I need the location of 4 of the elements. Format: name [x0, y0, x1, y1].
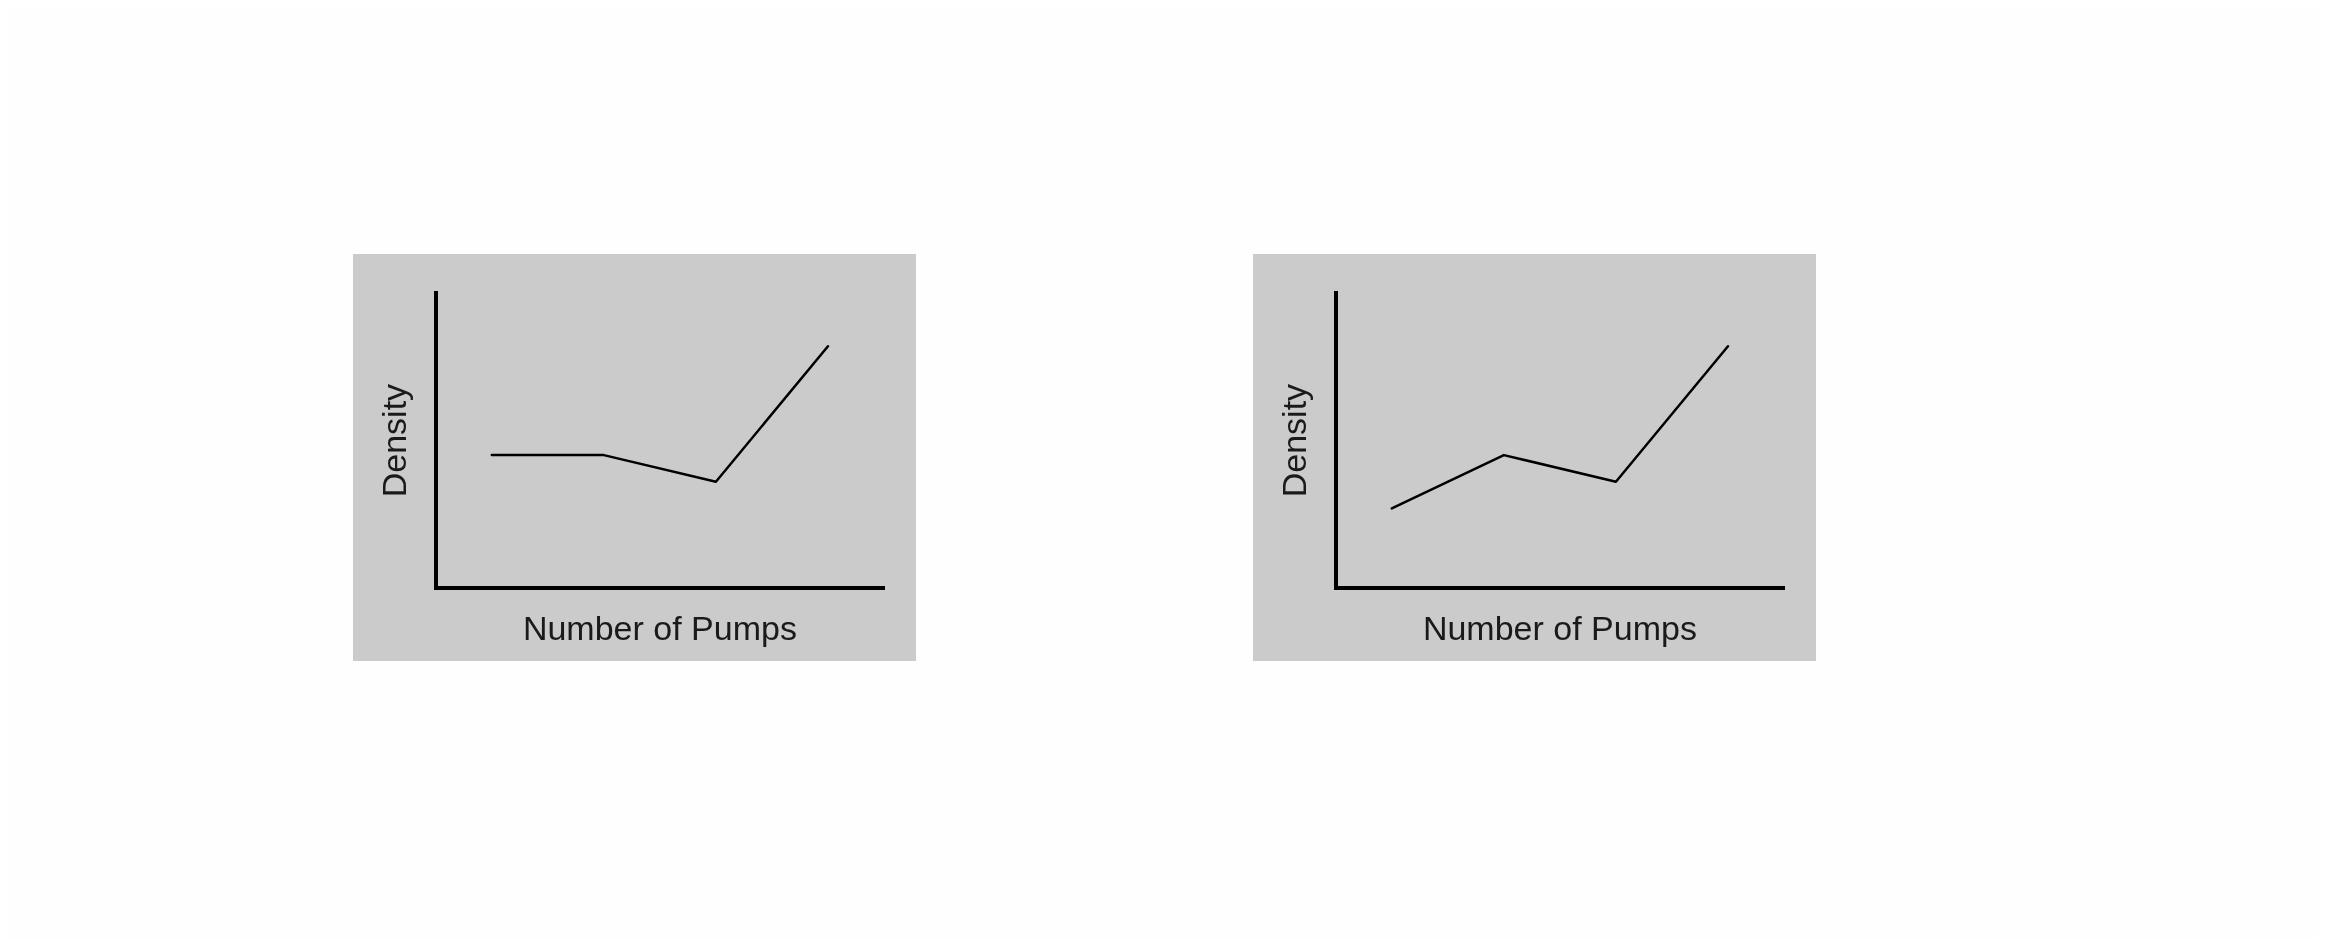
y-axis-title: Density	[1274, 383, 1313, 498]
y-axis-title: Density	[374, 383, 413, 498]
x-axis-title: Number of Pumps	[522, 608, 797, 647]
x-axis-title: Number of Pumps	[1422, 608, 1697, 647]
